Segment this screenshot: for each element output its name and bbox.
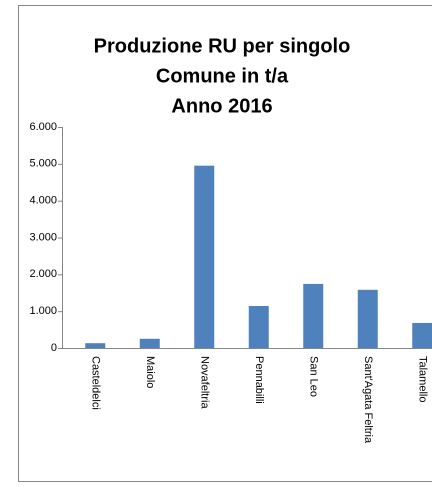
bar xyxy=(85,343,106,348)
x-tick-label: Casteldelci xyxy=(89,356,101,410)
bar xyxy=(412,322,432,348)
x-tick-label: Maiolo xyxy=(144,356,156,388)
x-tick-label: San Leo xyxy=(307,356,319,397)
y-tick-label: 0 xyxy=(51,342,57,354)
y-tick-label: 3.000 xyxy=(29,231,57,243)
y-tick-label: 5.000 xyxy=(29,158,57,170)
x-tick-label: Pennabilli xyxy=(253,356,265,404)
chart-title: Anno 2016 xyxy=(171,95,272,117)
bar xyxy=(139,338,160,348)
y-tick-label: 1.000 xyxy=(29,305,57,317)
x-tick-label: Sant'Agata Feltria xyxy=(362,356,374,444)
bar xyxy=(248,306,269,348)
chart-title: Produzione RU per singolo xyxy=(94,35,351,57)
y-tick-label: 6.000 xyxy=(29,121,57,133)
chart-title: Comune in t/a xyxy=(156,65,289,87)
chart-border xyxy=(18,5,432,482)
bar xyxy=(194,165,215,348)
y-tick-label: 4.000 xyxy=(29,195,57,207)
x-tick-label: Talamello xyxy=(416,356,428,402)
bar xyxy=(303,283,324,348)
x-tick-label: Novafeltria xyxy=(198,356,210,409)
y-tick-label: 2.000 xyxy=(29,268,57,280)
bar xyxy=(357,289,378,348)
